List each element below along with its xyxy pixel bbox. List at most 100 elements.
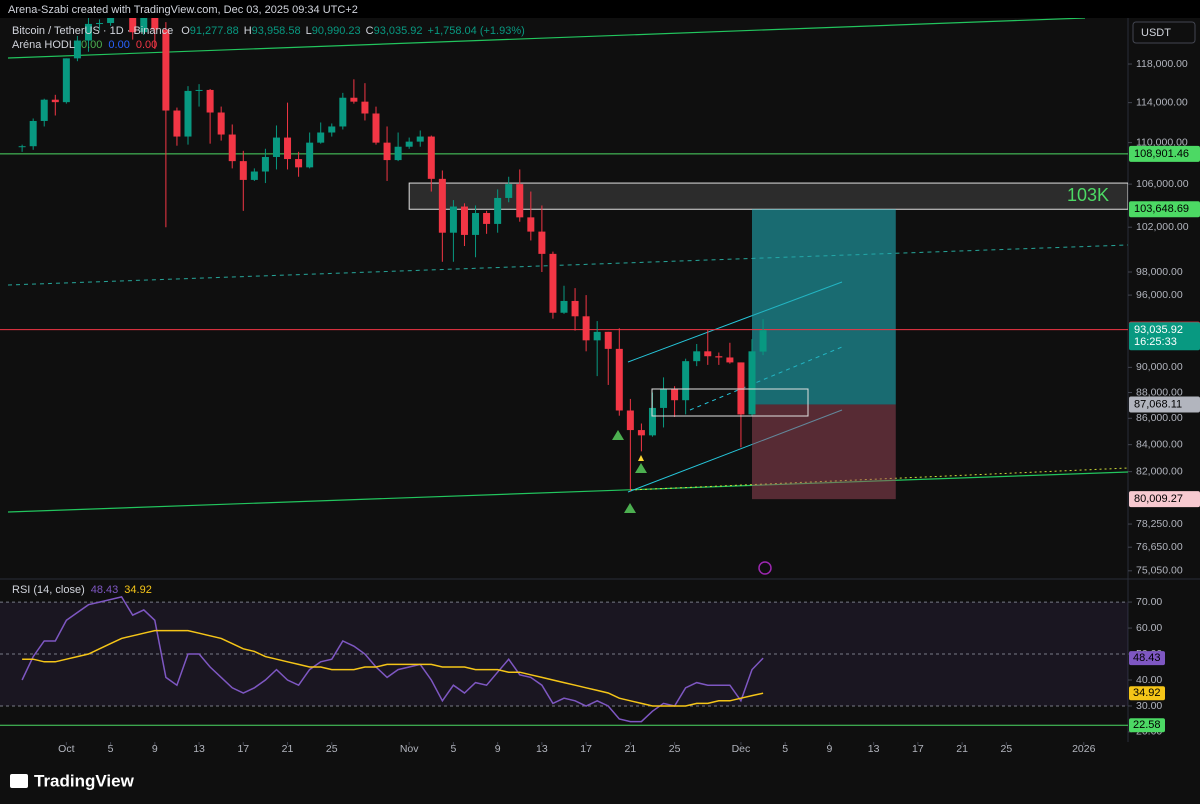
- currency-button[interactable]: [1132, 21, 1196, 44]
- position-label: 87,068.11: [1134, 398, 1182, 410]
- candle-body: [748, 351, 756, 415]
- x-tick-label: Oct: [58, 743, 74, 755]
- rsi-legend-value: 48.43: [91, 584, 119, 596]
- x-tick-label: 25: [669, 743, 681, 755]
- x-tick-label: 21: [625, 743, 637, 755]
- ohlc-key: L: [306, 25, 312, 37]
- candle-body: [405, 141, 413, 147]
- x-tick-label: 25: [1001, 743, 1013, 755]
- candle-body: [593, 331, 601, 341]
- rsi-value-label-bg: [1129, 651, 1165, 666]
- ohlc-value: 91,277.88: [190, 25, 239, 37]
- candle-body: [206, 89, 214, 113]
- position-label-bg: [1129, 491, 1200, 508]
- y-tick-label: 70.00: [1136, 596, 1162, 608]
- candle-body: [637, 430, 645, 436]
- rsi-legend: RSI (14, close) 48.43 34.92: [12, 584, 152, 596]
- candle-body: [339, 97, 347, 127]
- position-label: 80,009.27: [1134, 493, 1183, 505]
- candle-body: [682, 361, 690, 401]
- candle-body: [582, 316, 590, 341]
- candle-body: [615, 348, 623, 411]
- candle-body: [737, 362, 745, 415]
- level-label: 22.58: [1133, 719, 1161, 731]
- trendline: [7, 471, 1128, 513]
- trendline: [7, 244, 1128, 286]
- y-tick-label: 82,000.00: [1136, 465, 1183, 477]
- candle-body: [317, 132, 325, 143]
- candle-body: [494, 197, 502, 224]
- logo-text: TradingView: [34, 771, 135, 790]
- candle-body: [626, 410, 634, 431]
- candle-body: [261, 156, 269, 172]
- candle-body: [306, 142, 314, 168]
- x-tick-label: 9: [826, 743, 832, 755]
- price-label-bg: [1129, 145, 1200, 162]
- ohlc-value: 90,990.23: [312, 25, 361, 37]
- ohlc-value: 93,958.58: [252, 25, 301, 37]
- candle-body: [239, 161, 247, 180]
- y-tick-label: 88,000.00: [1136, 386, 1183, 398]
- candle-body: [571, 300, 579, 317]
- candle-body: [217, 112, 225, 135]
- footer-bar: [0, 766, 1200, 804]
- candle-body: [62, 58, 70, 103]
- y-tick-label: 78,250.00: [1136, 518, 1183, 530]
- candle-body: [759, 330, 767, 352]
- candle-body: [18, 146, 26, 148]
- candle-body: [427, 136, 435, 179]
- y-tick-label: 30.00: [1136, 700, 1162, 712]
- x-tick-label: 9: [495, 743, 501, 755]
- currency-label[interactable]: USDT: [1141, 27, 1171, 39]
- candle-body: [505, 184, 513, 198]
- signal-marker: [612, 430, 624, 440]
- indicator-value: 0.00: [108, 39, 129, 51]
- candle-body: [372, 113, 380, 143]
- candle-body: [228, 134, 236, 162]
- y-tick-label: 76,650.00: [1136, 541, 1183, 553]
- x-tick-label: 2026: [1072, 743, 1096, 755]
- y-tick-label: 114,000.00: [1136, 96, 1188, 108]
- candle-body: [129, 18, 137, 33]
- indicator-legend: Aréna HODL 0.00 0.00 0.00: [12, 39, 157, 51]
- position-label-bg: [1129, 396, 1200, 413]
- x-tick-label: 13: [193, 743, 205, 755]
- candle-body: [29, 120, 37, 147]
- last-price-bg: [1129, 322, 1200, 351]
- x-tick-label: Dec: [732, 743, 751, 755]
- candle-body: [527, 217, 535, 232]
- candle-body: [361, 101, 369, 114]
- candle-body: [84, 23, 92, 41]
- y-tick-label: 90,000.00: [1136, 361, 1183, 373]
- candle-body: [328, 126, 336, 133]
- candle-body: [549, 253, 557, 313]
- x-tick-label: 5: [782, 743, 788, 755]
- rsi-pane: [0, 596, 1128, 726]
- rsi-value-label-bg: [1129, 686, 1165, 701]
- main-pane: 103K: [0, 18, 1128, 513]
- x-tick-label: 13: [868, 743, 880, 755]
- event-icon[interactable]: [758, 561, 772, 575]
- range-box: [651, 388, 809, 417]
- ohlc-key: C: [366, 25, 374, 37]
- x-tick-label: 5: [450, 743, 456, 755]
- y-tick-label: 102,000.00: [1136, 221, 1189, 233]
- indicator-value: 0.00: [136, 39, 157, 51]
- candle-body: [140, 18, 148, 33]
- logo-icon: [10, 774, 28, 788]
- position-label: 103,648.69: [1134, 203, 1189, 215]
- symbol-title: Bitcoin / TetherUS · 1D · Binance: [12, 25, 173, 37]
- x-tick-label: 5: [108, 743, 114, 755]
- x-tick-label: 13: [536, 743, 548, 755]
- position-label-bg: [1129, 201, 1200, 218]
- candle-body: [472, 213, 480, 235]
- candle-body: [449, 206, 457, 233]
- indicator-value: 0.00: [81, 39, 102, 51]
- x-tick-label: 21: [282, 743, 294, 755]
- trendline: [7, 18, 1086, 59]
- top-bar: [0, 0, 1200, 18]
- candle-body: [715, 356, 723, 358]
- candle-body: [383, 142, 391, 161]
- candle-body: [671, 388, 679, 401]
